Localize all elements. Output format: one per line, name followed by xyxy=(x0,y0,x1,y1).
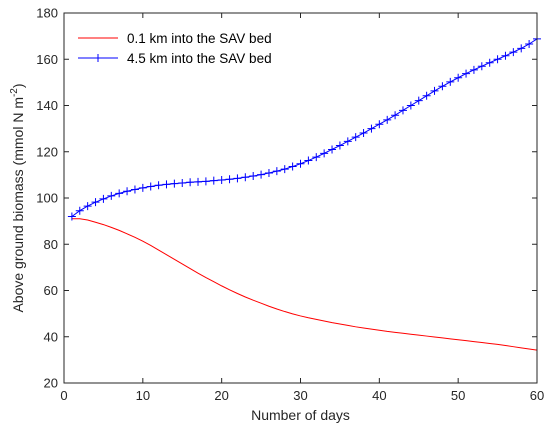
series-2-point xyxy=(67,212,76,221)
series-2-point xyxy=(304,156,313,165)
series-2-point xyxy=(430,86,439,95)
series-2-point xyxy=(477,62,486,71)
series-2-point xyxy=(170,179,179,188)
series-2-point xyxy=(249,172,258,181)
x-tick-label: 10 xyxy=(136,388,150,403)
series-2-point xyxy=(351,133,360,142)
series-2-point xyxy=(178,178,187,187)
series-2-point xyxy=(438,82,447,91)
ticks-layer: 0 10 20 30 40 50 60 20 40 60 80 100 120 140 160 180 xyxy=(36,6,544,404)
series-2-point xyxy=(288,162,297,171)
y-tick-label: 180 xyxy=(36,6,58,21)
series-2-point xyxy=(194,177,203,186)
y-tick-label: 120 xyxy=(36,144,58,159)
legend-marker-2 xyxy=(94,54,102,62)
series-2-point xyxy=(99,194,108,203)
series-2-point xyxy=(130,185,139,194)
series-2-point xyxy=(517,44,526,53)
series-2-point xyxy=(469,65,478,74)
series-2-point xyxy=(186,178,195,187)
y-tick-label: 80 xyxy=(44,237,58,252)
series-2-point xyxy=(280,165,289,174)
series-2-point xyxy=(312,153,321,162)
series-2-point xyxy=(485,58,494,67)
y-tick-label: 40 xyxy=(44,329,58,344)
series-2-point xyxy=(225,175,234,184)
series-2-point xyxy=(383,115,392,124)
series-2-point xyxy=(241,173,250,182)
x-tick-label: 60 xyxy=(530,388,544,403)
y-tick-label: 60 xyxy=(44,283,58,298)
series-2-point xyxy=(406,101,415,110)
y-tick-label: 140 xyxy=(36,98,58,113)
x-tick-label: 20 xyxy=(214,388,228,403)
series-layer xyxy=(67,34,541,351)
series-2-point xyxy=(217,175,226,184)
legend: 0.1 km into the SAV bed 4.5 km into the S… xyxy=(78,31,272,66)
y-axis-label-close: ) xyxy=(10,83,26,88)
series-2-point xyxy=(446,77,455,86)
series-2-point xyxy=(343,137,352,146)
series-2-point xyxy=(264,169,273,178)
series-2-point xyxy=(123,187,132,196)
series-2-point xyxy=(320,149,329,158)
series-2-point xyxy=(201,177,210,186)
y-axis-label-superscript: -2 xyxy=(9,88,20,97)
x-tick-label: 30 xyxy=(293,388,307,403)
series-2-point xyxy=(525,39,534,48)
series-2-point xyxy=(398,106,407,115)
x-tick-label: 40 xyxy=(372,388,386,403)
x-axis-label: Number of days xyxy=(251,407,350,423)
series-2-point xyxy=(335,141,344,150)
x-tick-label: 50 xyxy=(451,388,465,403)
series-2-point xyxy=(272,167,281,176)
y-tick-label: 20 xyxy=(44,376,58,391)
legend-label-1: 0.1 km into the SAV bed xyxy=(127,31,272,46)
y-tick-label: 100 xyxy=(36,191,58,206)
series-2-point xyxy=(509,48,518,57)
series-2-point xyxy=(328,145,337,154)
series-2-point xyxy=(375,120,384,129)
series-2-point xyxy=(296,159,305,168)
series-2-point xyxy=(91,198,100,207)
series-2-point xyxy=(422,91,431,100)
series-2-point xyxy=(83,202,92,211)
series-2-point xyxy=(501,51,510,60)
series-2-point xyxy=(367,124,376,133)
y-axis-label-main: Above ground biomass (mmol N m xyxy=(10,97,26,313)
series-2-point xyxy=(462,69,471,78)
series-2-point xyxy=(454,73,463,82)
series-2-point xyxy=(107,191,116,200)
legend-label-2: 4.5 km into the SAV bed xyxy=(127,51,272,66)
series-2-point xyxy=(257,170,266,179)
series-2-point xyxy=(154,181,163,190)
series-2-point xyxy=(359,129,368,138)
series-line-1 xyxy=(71,218,538,351)
series-2-point xyxy=(138,183,147,192)
series-2-point xyxy=(162,180,171,189)
series-2-point xyxy=(75,206,84,215)
series-2-point xyxy=(414,96,423,105)
y-axis-label: Above ground biomass (mmol N m-2) xyxy=(9,83,26,312)
y-tick-label: 160 xyxy=(36,52,58,67)
series-2-point xyxy=(209,176,218,185)
series-2-point xyxy=(115,189,124,198)
series-2-point xyxy=(391,111,400,120)
x-tick-label: 0 xyxy=(60,388,67,403)
series-2-point xyxy=(493,55,502,64)
series-2-point xyxy=(146,182,155,191)
series-2-point xyxy=(233,174,242,183)
